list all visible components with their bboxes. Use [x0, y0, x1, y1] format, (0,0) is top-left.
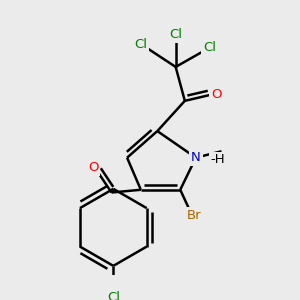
- Text: Cl: Cl: [107, 290, 120, 300]
- Text: Cl: Cl: [134, 38, 147, 50]
- Text: Br: Br: [187, 209, 201, 222]
- Text: O: O: [211, 88, 221, 101]
- Text: Cl: Cl: [169, 28, 182, 41]
- Text: -H: -H: [211, 153, 225, 166]
- Text: Cl: Cl: [203, 41, 216, 54]
- Text: N: N: [191, 151, 201, 164]
- Text: O: O: [88, 161, 98, 174]
